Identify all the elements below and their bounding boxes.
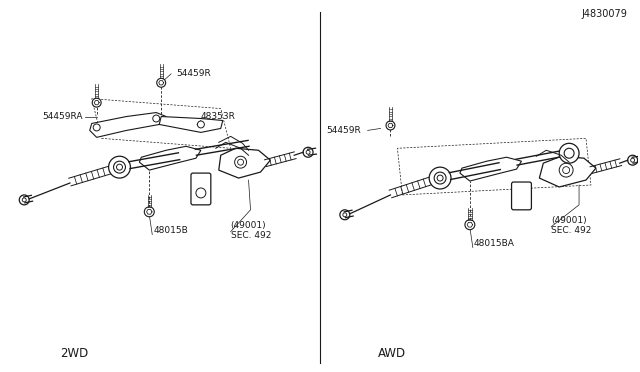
Circle shape xyxy=(559,143,579,163)
Circle shape xyxy=(22,198,26,202)
Circle shape xyxy=(340,210,350,220)
Text: 48015B: 48015B xyxy=(153,226,188,235)
Text: 48353R: 48353R xyxy=(201,112,236,121)
Text: 54459R: 54459R xyxy=(176,69,211,78)
FancyBboxPatch shape xyxy=(511,182,531,210)
Text: 2WD: 2WD xyxy=(60,347,88,360)
Polygon shape xyxy=(460,157,522,181)
Circle shape xyxy=(630,158,635,162)
Circle shape xyxy=(628,155,637,165)
Circle shape xyxy=(429,167,451,189)
Text: 54459R: 54459R xyxy=(326,126,361,135)
Polygon shape xyxy=(540,156,596,187)
Circle shape xyxy=(145,207,154,217)
Polygon shape xyxy=(140,146,201,170)
Text: (49001): (49001) xyxy=(230,221,266,230)
Text: 54459RA: 54459RA xyxy=(42,112,83,121)
Text: SEC. 492: SEC. 492 xyxy=(230,231,271,240)
Circle shape xyxy=(19,195,29,205)
Circle shape xyxy=(343,213,347,217)
Circle shape xyxy=(153,115,160,122)
Text: SEC. 492: SEC. 492 xyxy=(551,226,591,235)
Circle shape xyxy=(386,121,395,130)
Text: J4830079: J4830079 xyxy=(582,9,628,19)
Text: (49001): (49001) xyxy=(551,216,587,225)
Circle shape xyxy=(92,98,101,107)
Polygon shape xyxy=(219,148,270,178)
Circle shape xyxy=(93,124,100,131)
Circle shape xyxy=(303,147,313,157)
FancyBboxPatch shape xyxy=(191,173,211,205)
Circle shape xyxy=(306,150,310,154)
Polygon shape xyxy=(90,113,166,137)
Text: AWD: AWD xyxy=(378,347,406,360)
Circle shape xyxy=(465,220,475,230)
Polygon shape xyxy=(159,116,223,132)
Circle shape xyxy=(157,78,166,87)
Text: 48015BA: 48015BA xyxy=(474,238,515,247)
Circle shape xyxy=(109,156,131,178)
Circle shape xyxy=(197,121,204,128)
